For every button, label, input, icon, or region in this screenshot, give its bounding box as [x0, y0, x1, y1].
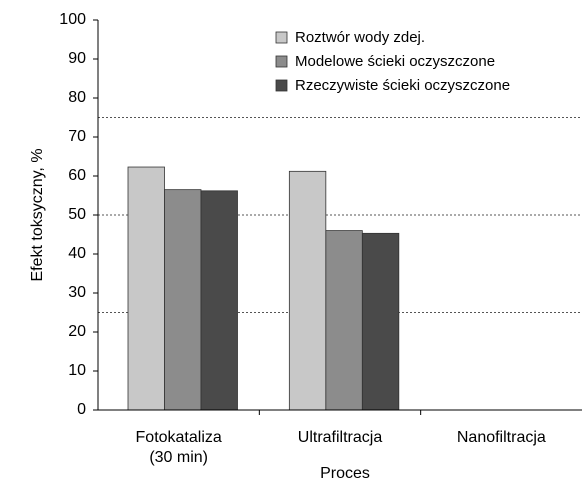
legend-label: Rzeczywiste ścieki oczyszczone	[295, 77, 510, 94]
x-axis-title: Proces	[320, 465, 370, 482]
x-tick-label: Ultrafiltracja	[297, 429, 383, 446]
y-tick-label: 100	[59, 11, 86, 28]
bar	[288, 170, 327, 411]
legend-swatch	[275, 79, 288, 92]
bar	[127, 166, 165, 411]
y-axis-title: Efekt toksyczny, %	[29, 148, 46, 281]
bar	[361, 232, 400, 411]
legend-label: Roztwór wody zdej.	[295, 29, 425, 46]
bar	[200, 190, 238, 411]
y-tick-label: 70	[68, 128, 86, 145]
y-tick-label: 30	[68, 284, 86, 301]
y-tick-label: 40	[68, 245, 86, 262]
y-tick-label: 0	[77, 401, 86, 418]
bar	[325, 230, 363, 411]
y-tick-label: 60	[68, 167, 86, 184]
x-tick-label: Nanofiltracja	[456, 429, 546, 446]
y-tick-label: 90	[68, 50, 86, 67]
legend-swatch	[275, 31, 288, 44]
legend-label: Modelowe ścieki oczyszczone	[295, 53, 495, 70]
y-tick-label: 80	[68, 89, 86, 106]
x-tick-label: Fotokataliza (30 min)	[135, 429, 222, 466]
legend-swatch	[275, 55, 288, 68]
y-tick-label: 50	[68, 206, 86, 223]
y-tick-label: 10	[68, 362, 86, 379]
bar	[164, 189, 202, 411]
y-tick-label: 20	[68, 323, 86, 340]
